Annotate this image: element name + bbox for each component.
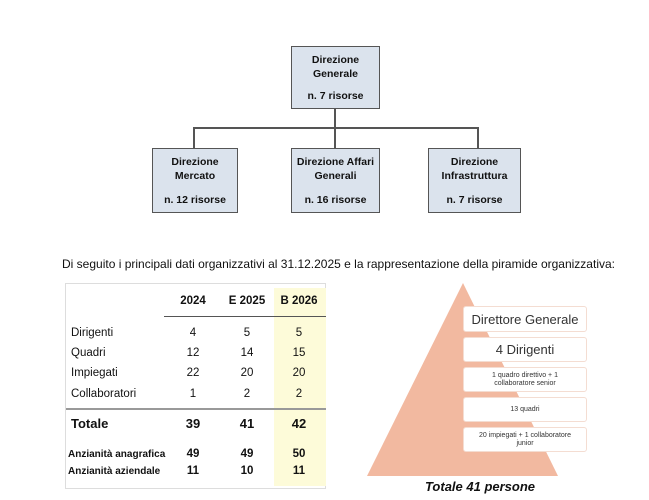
connector-horizontal <box>193 127 478 129</box>
org-box-mercato: Direzione Mercato n. 12 risorse <box>152 148 238 213</box>
cell: 49 <box>186 448 200 460</box>
cell: 2 <box>243 388 251 400</box>
col-header: B 2026 <box>280 295 318 307</box>
row-label: Collaboratori <box>71 388 137 400</box>
connector-left <box>193 127 195 148</box>
box-title: Direzione <box>450 156 499 168</box>
total-cell: 41 <box>239 416 255 431</box>
cell: 1 <box>189 388 197 400</box>
highlight-column <box>274 288 326 486</box>
box-resources: n. 12 risorse <box>164 194 226 206</box>
row-label: Quadri <box>71 347 106 359</box>
cell: 14 <box>240 347 254 359</box>
box-resources: n. 7 risorse <box>446 194 503 206</box>
cell: 20 <box>292 367 306 379</box>
cell: 5 <box>243 327 251 339</box>
row-label: Anzianità anagrafica <box>68 449 166 460</box>
box-resources: n. 7 risorse <box>307 90 364 102</box>
box-title: Generale <box>313 68 358 80</box>
pyramid-caption: Totale 41 persone <box>424 479 536 494</box>
cell: 49 <box>240 448 254 460</box>
box-title: Direzione Affari <box>296 156 375 168</box>
cell: 11 <box>186 465 200 477</box>
pyramid-level: 13 quadri <box>463 397 587 422</box>
pyramid-level: 1 quadro direttivo + 1 collaboratore sen… <box>463 367 587 392</box>
box-title: Generali <box>314 170 357 182</box>
cell: 20 <box>240 367 254 379</box>
total-cell: 39 <box>185 416 201 431</box>
cell: 10 <box>240 465 254 477</box>
cell: 12 <box>186 347 200 359</box>
total-label: Totale <box>71 416 109 431</box>
box-title: Mercato <box>174 170 216 182</box>
box-title: Direzione <box>311 54 360 66</box>
col-header: E 2025 <box>228 295 266 307</box>
intro-text: Di seguito i principali dati organizzati… <box>62 257 615 271</box>
pyramid-level: 20 impiegati + 1 collaboratore junior <box>463 427 587 452</box>
total-cell: 42 <box>291 416 307 431</box>
row-label: Impiegati <box>71 367 118 379</box>
cell: 15 <box>292 347 306 359</box>
cell: 11 <box>292 465 306 477</box>
row-label: Dirigenti <box>71 327 114 339</box>
col-header: 2024 <box>180 295 206 307</box>
cell: 22 <box>186 367 200 379</box>
org-box-direzione-generale: Direzione Generale n. 7 risorse <box>291 46 380 109</box>
org-box-affari-generali: Direzione Affari Generali n. 16 risorse <box>291 148 380 213</box>
box-title: Direzione <box>171 156 219 168</box>
row-label: Anzianità aziendale <box>68 466 161 477</box>
org-box-infrastruttura: Direzione Infrastruttura n. 7 risorse <box>428 148 521 213</box>
header-divider <box>164 316 326 317</box>
connector-right <box>477 127 479 148</box>
cell: 50 <box>292 448 306 460</box>
box-resources: n. 16 risorse <box>304 194 367 206</box>
box-title: Infrastruttura <box>441 170 508 182</box>
total-divider <box>66 408 326 410</box>
cell: 4 <box>189 327 197 339</box>
pyramid-level: 4 Dirigenti <box>463 337 587 362</box>
pyramid-level: Direttore Generale <box>463 306 587 332</box>
cell: 2 <box>295 388 303 400</box>
org-data-table: 2024 E 2025 B 2026 Dirigenti 4 5 5 Quadr… <box>65 283 326 489</box>
cell: 5 <box>295 327 303 339</box>
